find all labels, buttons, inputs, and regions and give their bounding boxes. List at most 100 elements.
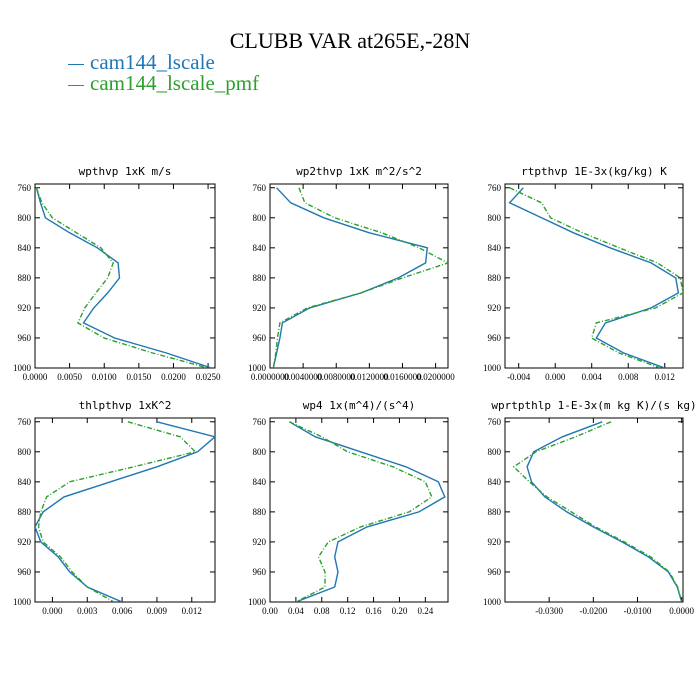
y-tick-label: 760	[18, 417, 32, 427]
x-tick-label: 0.003	[77, 606, 98, 616]
x-tick-label: 0.0150	[126, 372, 151, 382]
y-tick-label: 800	[488, 447, 502, 457]
y-tick-label: 760	[18, 183, 32, 193]
x-tick-label: 0.0200	[161, 372, 186, 382]
plot-frame	[269, 417, 449, 603]
panel-title: wpthvp 1xK m/s	[79, 165, 172, 178]
y-tick-label: 840	[18, 477, 32, 487]
y-tick-label: 880	[253, 273, 267, 283]
y-tick-label: 960	[18, 333, 32, 343]
legend-line-icon	[68, 63, 84, 65]
y-tick-label: 1000	[13, 597, 32, 607]
panel-title: wp2thvp 1xK m^2/s^2	[296, 165, 422, 178]
x-tick-label: 0.0050	[57, 372, 82, 382]
x-tick-label: 0.0120000	[350, 372, 389, 382]
y-tick-label: 840	[253, 477, 267, 487]
y-tick-label: 840	[488, 477, 502, 487]
x-tick-label: 0.04	[288, 606, 304, 616]
y-tick-label: 1000	[248, 597, 267, 607]
y-tick-label: 760	[488, 183, 502, 193]
plot-frame	[34, 417, 216, 603]
x-tick-label: 0.0040000	[284, 372, 323, 382]
legend-label: cam144_lscale_pmf	[90, 71, 260, 95]
legend-entry-lscale-pmf: cam144_lscale_pmf	[68, 71, 259, 96]
x-tick-label: -0.0300	[535, 606, 563, 616]
x-tick-label: 0.0250	[196, 372, 221, 382]
series-line-lscale-pmf	[35, 187, 209, 368]
y-tick-label: 960	[488, 333, 502, 343]
y-tick-label: 880	[488, 507, 502, 517]
y-tick-label: 840	[253, 243, 267, 253]
y-tick-label: 1000	[483, 363, 502, 373]
x-tick-label: 0.012	[655, 372, 675, 382]
legend-line-icon	[68, 84, 84, 86]
x-tick-label: 0.08	[314, 606, 330, 616]
panel-title: wp4 1x(m^4)/(s^4)	[303, 399, 416, 412]
panel-title: thlpthvp 1xK^2	[79, 399, 172, 412]
y-tick-label: 920	[253, 303, 267, 313]
x-tick-label: 0.16	[366, 606, 382, 616]
plot-frame	[269, 183, 449, 369]
x-tick-label: 0.20	[392, 606, 408, 616]
y-tick-label: 920	[253, 537, 267, 547]
y-tick-label: 840	[18, 243, 32, 253]
y-tick-label: 920	[18, 303, 32, 313]
y-tick-label: 960	[488, 567, 502, 577]
x-tick-label: -0.004	[507, 372, 531, 382]
y-tick-label: 880	[18, 507, 32, 517]
x-tick-label: 0.000	[42, 606, 63, 616]
plot-frame	[504, 183, 684, 369]
y-tick-label: 800	[18, 447, 32, 457]
y-tick-label: 880	[18, 273, 32, 283]
x-tick-label: 0.012	[182, 606, 202, 616]
y-tick-label: 880	[253, 507, 267, 517]
y-tick-label: 1000	[13, 363, 32, 373]
x-tick-label: 0.000	[545, 372, 566, 382]
y-tick-label: 960	[253, 567, 267, 577]
panel-4: thlpthvp 1xK^2 760 800 840 880 920 960 1000 0.00…	[13, 399, 216, 616]
x-tick-label: 0.0000000	[251, 372, 290, 382]
x-tick-label: 0.0000	[23, 372, 48, 382]
x-tick-label: -0.0100	[624, 606, 652, 616]
series-line-lscale	[289, 421, 446, 602]
y-tick-label: 760	[253, 417, 267, 427]
x-tick-label: 0.009	[147, 606, 168, 616]
figure-title: CLUBB VAR at265E,-28N	[229, 28, 471, 53]
panel-title: rtpthvp 1E-3x(kg/kg) K	[521, 165, 667, 178]
series-line-lscale	[35, 421, 215, 602]
y-tick-label: 920	[18, 537, 32, 547]
y-tick-label: 920	[488, 537, 502, 547]
panel-5: wp4 1x(m^4)/(s^4)76080084088092096010000…	[248, 399, 449, 616]
series-line-lscale-pmf	[37, 421, 197, 602]
y-tick-label: 1000	[483, 597, 502, 607]
x-tick-label: 0.0080000	[317, 372, 356, 382]
series-line-lscale	[508, 187, 680, 368]
y-tick-label: 960	[18, 567, 32, 577]
plot-frame	[504, 417, 684, 603]
x-tick-label: -0.0200	[579, 606, 607, 616]
plot-frame	[34, 183, 216, 369]
y-tick-label: 760	[488, 417, 502, 427]
y-tick-label: 960	[253, 333, 267, 343]
y-tick-label: 800	[488, 213, 502, 223]
x-tick-label: 0.008	[618, 372, 639, 382]
y-tick-label: 1000	[248, 363, 267, 373]
x-tick-label: 0.0000	[669, 606, 694, 616]
panel-title: wprtpthlp 1-E-3x(m kg K)/(s kg)	[491, 399, 696, 412]
y-tick-label: 920	[488, 303, 502, 313]
series-line-lscale	[35, 187, 212, 368]
series-line-lscale	[526, 421, 683, 602]
panel-6: wprtpthlp 1-E-3x(m kg K)/(s kg) 760 800 840…	[483, 399, 697, 616]
series-line-lscale-pmf	[512, 421, 683, 602]
x-tick-label: 0.004	[582, 372, 603, 382]
y-tick-label: 760	[253, 183, 267, 193]
series-line-lscale-pmf	[289, 421, 433, 602]
series-line-lscale-pmf	[272, 187, 448, 368]
x-tick-label: 0.24	[417, 606, 433, 616]
y-tick-label: 800	[253, 213, 267, 223]
x-tick-label: 0.0160000	[383, 372, 422, 382]
legend-label: cam144_lscale	[90, 50, 215, 74]
series-line-lscale-pmf	[509, 187, 683, 368]
